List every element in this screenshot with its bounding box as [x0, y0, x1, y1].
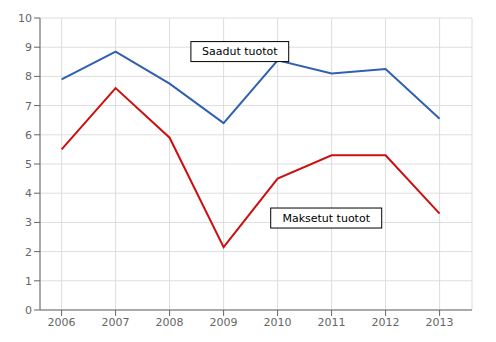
svg-text:2010: 2010 — [264, 316, 292, 329]
svg-text:3: 3 — [25, 216, 32, 229]
svg-text:5: 5 — [25, 158, 32, 171]
svg-text:2012: 2012 — [372, 316, 400, 329]
svg-text:2006: 2006 — [48, 316, 76, 329]
svg-text:Saadut tuotot: Saadut tuotot — [202, 45, 278, 58]
svg-text:2009: 2009 — [210, 316, 238, 329]
svg-text:7: 7 — [25, 100, 32, 113]
svg-text:6: 6 — [25, 129, 32, 142]
svg-text:9: 9 — [25, 41, 32, 54]
svg-text:Maksetut tuotot: Maksetut tuotot — [282, 212, 370, 225]
svg-text:2: 2 — [25, 246, 32, 259]
svg-text:2013: 2013 — [426, 316, 454, 329]
svg-text:8: 8 — [25, 70, 32, 83]
svg-text:2007: 2007 — [102, 316, 130, 329]
svg-text:1: 1 — [25, 275, 32, 288]
svg-text:10: 10 — [18, 12, 32, 25]
svg-text:2011: 2011 — [318, 316, 346, 329]
svg-text:4: 4 — [25, 187, 32, 200]
svg-text:0: 0 — [25, 304, 32, 317]
svg-text:2008: 2008 — [156, 316, 184, 329]
